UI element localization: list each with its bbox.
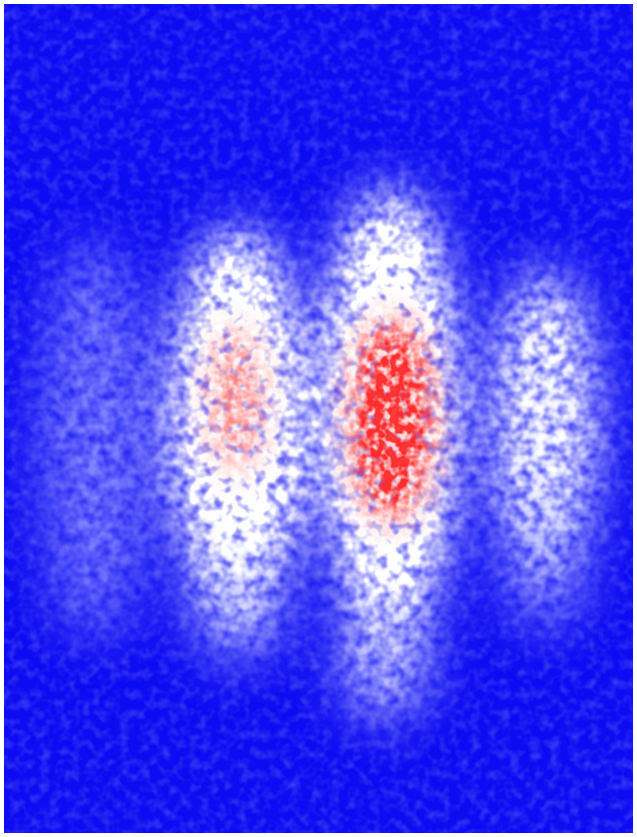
peak-left <box>214 330 258 470</box>
peak-center <box>360 325 424 515</box>
fringe-center-tail <box>340 580 430 720</box>
page <box>0 0 637 837</box>
fringe-right-tail <box>505 490 585 630</box>
fringe-far-left <box>40 240 150 640</box>
fringe-left-tail <box>193 540 283 660</box>
fringe-image <box>0 0 637 837</box>
image-area <box>4 4 633 833</box>
